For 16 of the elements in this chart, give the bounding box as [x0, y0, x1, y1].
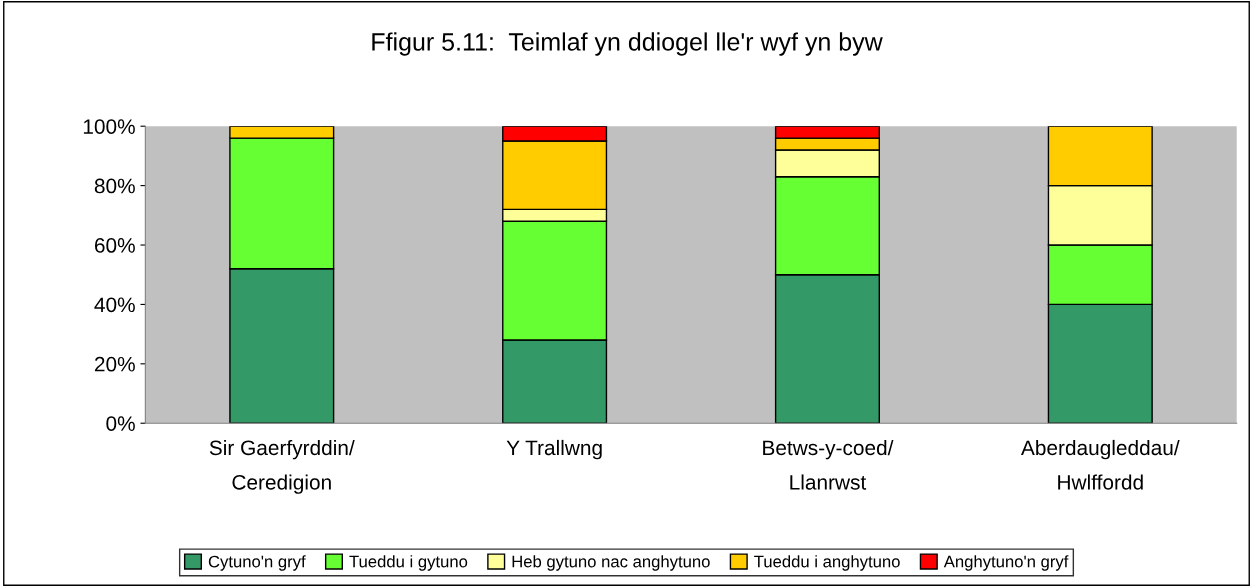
y-tick-label: 60%: [94, 238, 135, 253]
legend-label: Anghytuno'n gryf: [943, 555, 1069, 571]
chart-title: Ffigur 5.11: Teimlaf yn ddiogel lle'r wyf yn byw: [372, 32, 883, 56]
x-tick-label: Y Trallwng: [506, 439, 602, 460]
legend-label: Tueddu i anghytuno: [754, 555, 900, 571]
x-tick-label: Sir Gaerfyrddin/ Ceredigion: [209, 439, 355, 494]
legend-label: Cytuno'n gryf: [208, 555, 306, 571]
legend-label: Heb gytuno nac anghytuno: [512, 555, 710, 571]
y-tick-label: 80%: [94, 178, 135, 194]
y-tick-label: 0%: [106, 416, 135, 431]
x-tick-label: Aberdaugleddau/ Hwlffordd: [1020, 439, 1180, 490]
y-tick-label: 40%: [94, 297, 135, 313]
x-tick-label: Betws-y-coed/ Llanrwst: [763, 439, 894, 490]
y-tick-label: 20%: [94, 356, 135, 372]
legend-label: Tueddu i gytuno: [349, 555, 468, 571]
y-tick-label: 100%: [83, 119, 135, 134]
